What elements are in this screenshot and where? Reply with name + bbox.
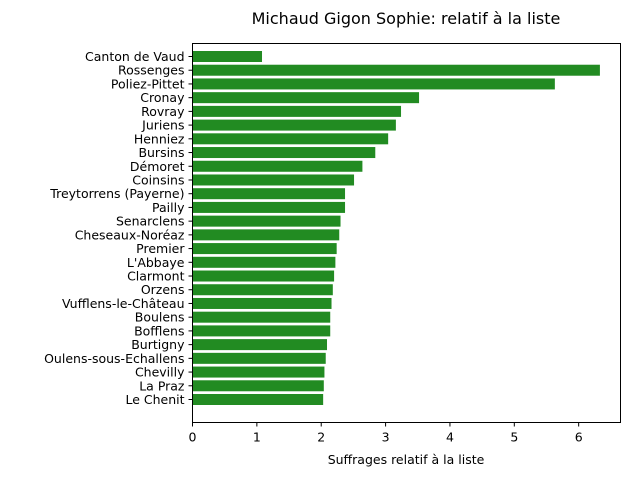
x-tick-label: 3 [382,430,390,445]
y-tick-label: Oulens-sous-Echallens [44,351,184,366]
x-tick-label: 0 [189,430,197,445]
bar [192,297,332,309]
y-tick-label: Juriens [141,118,184,133]
bar [192,256,336,268]
y-tick-label: La Praz [139,378,185,393]
bar [192,92,420,104]
y-tick-label: Poliez-Pittet [111,76,185,91]
bar [192,78,555,90]
bar [192,160,363,172]
bar [192,51,263,62]
y-tick-label: Orzens [141,282,185,297]
y-tick-label: Boulens [135,310,185,325]
y-tick-label: Rovray [141,104,185,119]
x-tick-label: 2 [317,430,325,445]
y-axis: Canton de VaudRossengesPoliez-PittetCron… [44,49,193,407]
bar [192,284,333,296]
y-tick-label: Cronay [140,90,185,105]
bar [192,229,340,241]
bar [192,201,346,213]
bar [192,133,389,145]
x-tick-label: 1 [253,430,261,445]
bar [192,147,376,159]
bar [192,380,324,392]
y-tick-label: Bofflens [134,323,184,338]
y-tick-label: Burtigny [131,337,185,352]
y-tick-label: L'Abbaye [127,255,185,270]
x-axis: 0 1 2 3 4 5 6 [189,422,583,445]
bar [192,366,325,378]
y-tick-label: Vufflens-le-Château [62,296,185,311]
bar [192,105,402,117]
bar [192,64,600,76]
y-tick-label: Cheseaux-Noréaz [75,227,185,242]
x-axis-label: Suffrages relatif à la liste [328,452,485,467]
bar [192,215,341,227]
bar [192,325,331,337]
x-tick-label: 5 [510,430,518,445]
y-tick-label: Démoret [130,159,185,174]
chart-title: Michaud Gigon Sophie: relatif à la liste [252,9,561,28]
y-tick-label: Clarmont [127,269,185,284]
bar [192,243,337,255]
bars-group [192,51,600,405]
y-tick-label: Henniez [134,131,185,146]
bar [192,119,396,131]
bar [192,174,355,186]
y-tick-label: Premier [136,241,185,256]
x-tick-label: 4 [446,430,454,445]
y-tick-label: Canton de Vaud [85,49,184,64]
y-tick-label: Senarclens [116,214,185,229]
bar [192,311,331,323]
bar [192,188,346,200]
y-tick-label: Treytorrens (Payerne) [49,186,184,201]
y-tick-label: Le Chenit [125,392,184,407]
y-tick-label: Bursins [138,145,184,160]
x-tick-label: 6 [575,430,583,445]
bar [192,339,328,351]
bar [192,352,326,364]
bar [192,394,324,405]
bar [192,270,335,282]
y-tick-label: Pailly [152,200,185,215]
plot-frame [192,43,621,423]
y-tick-label: Chevilly [135,365,185,380]
y-tick-label: Rossenges [118,63,185,78]
y-tick-label: Coinsins [132,172,184,187]
